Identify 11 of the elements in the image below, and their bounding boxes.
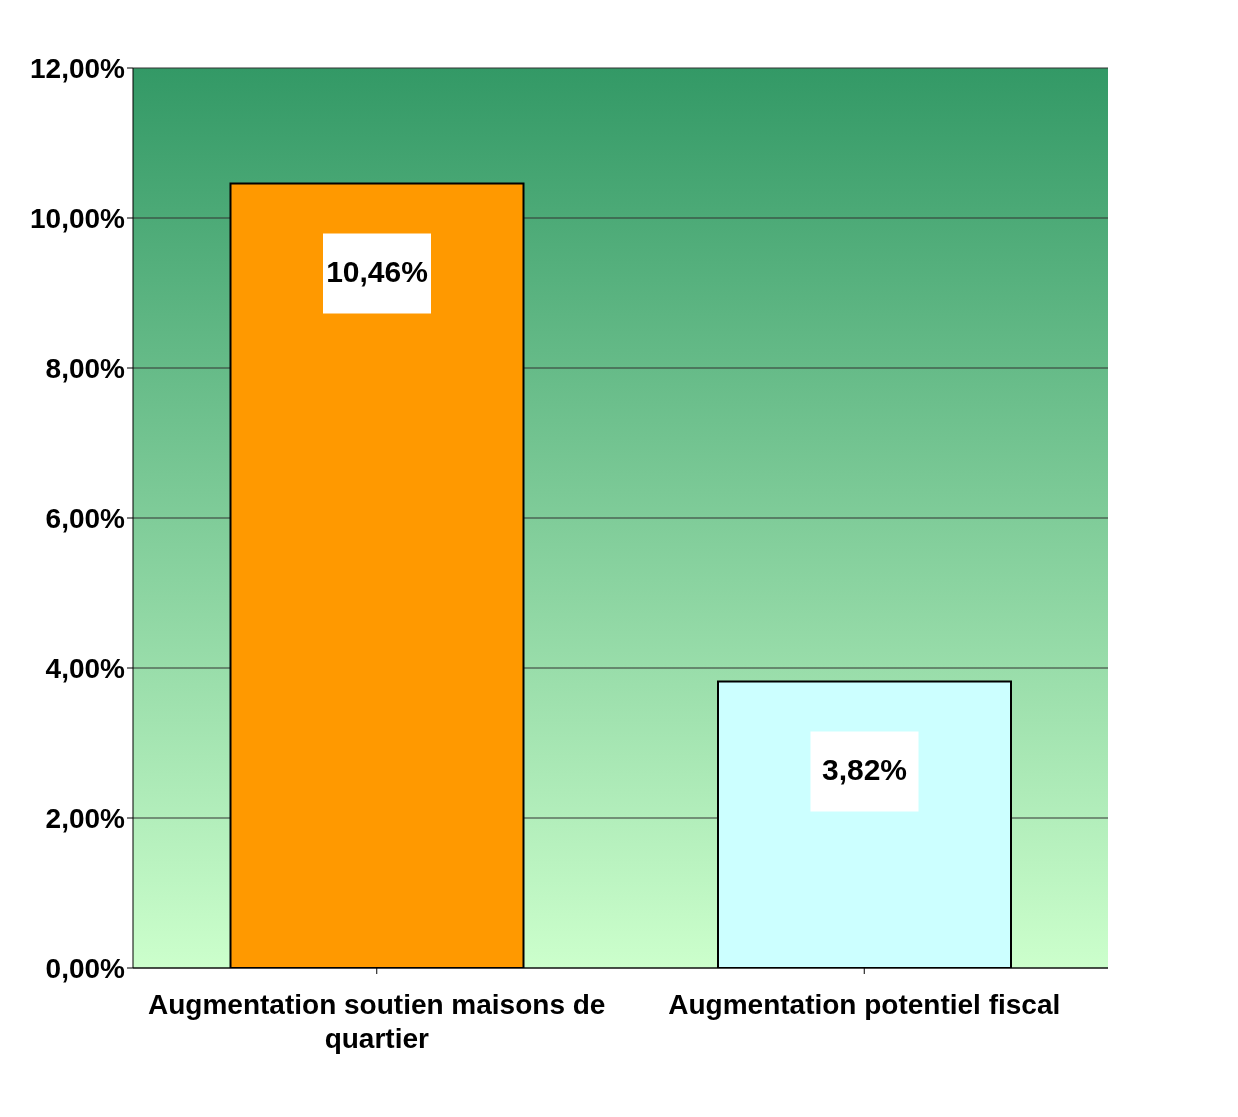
y-tick-label: 10,00% xyxy=(30,202,126,234)
data-label: 10,46% xyxy=(326,254,428,288)
y-tick-label: 4,00% xyxy=(45,652,126,684)
x-tick-label: Augmentation soutien maisons de quartier xyxy=(148,989,606,1054)
x-tick-label: Augmentation potentiel fiscal xyxy=(668,989,1061,1020)
data-label: 3,82% xyxy=(821,752,908,786)
y-tick-label: 8,00% xyxy=(45,352,126,384)
y-tick-label: 12,00% xyxy=(30,52,126,84)
y-tick-label: 2,00% xyxy=(45,802,126,834)
y-tick-label: 6,00% xyxy=(45,502,126,534)
y-tick-label: 0,00% xyxy=(45,952,126,984)
